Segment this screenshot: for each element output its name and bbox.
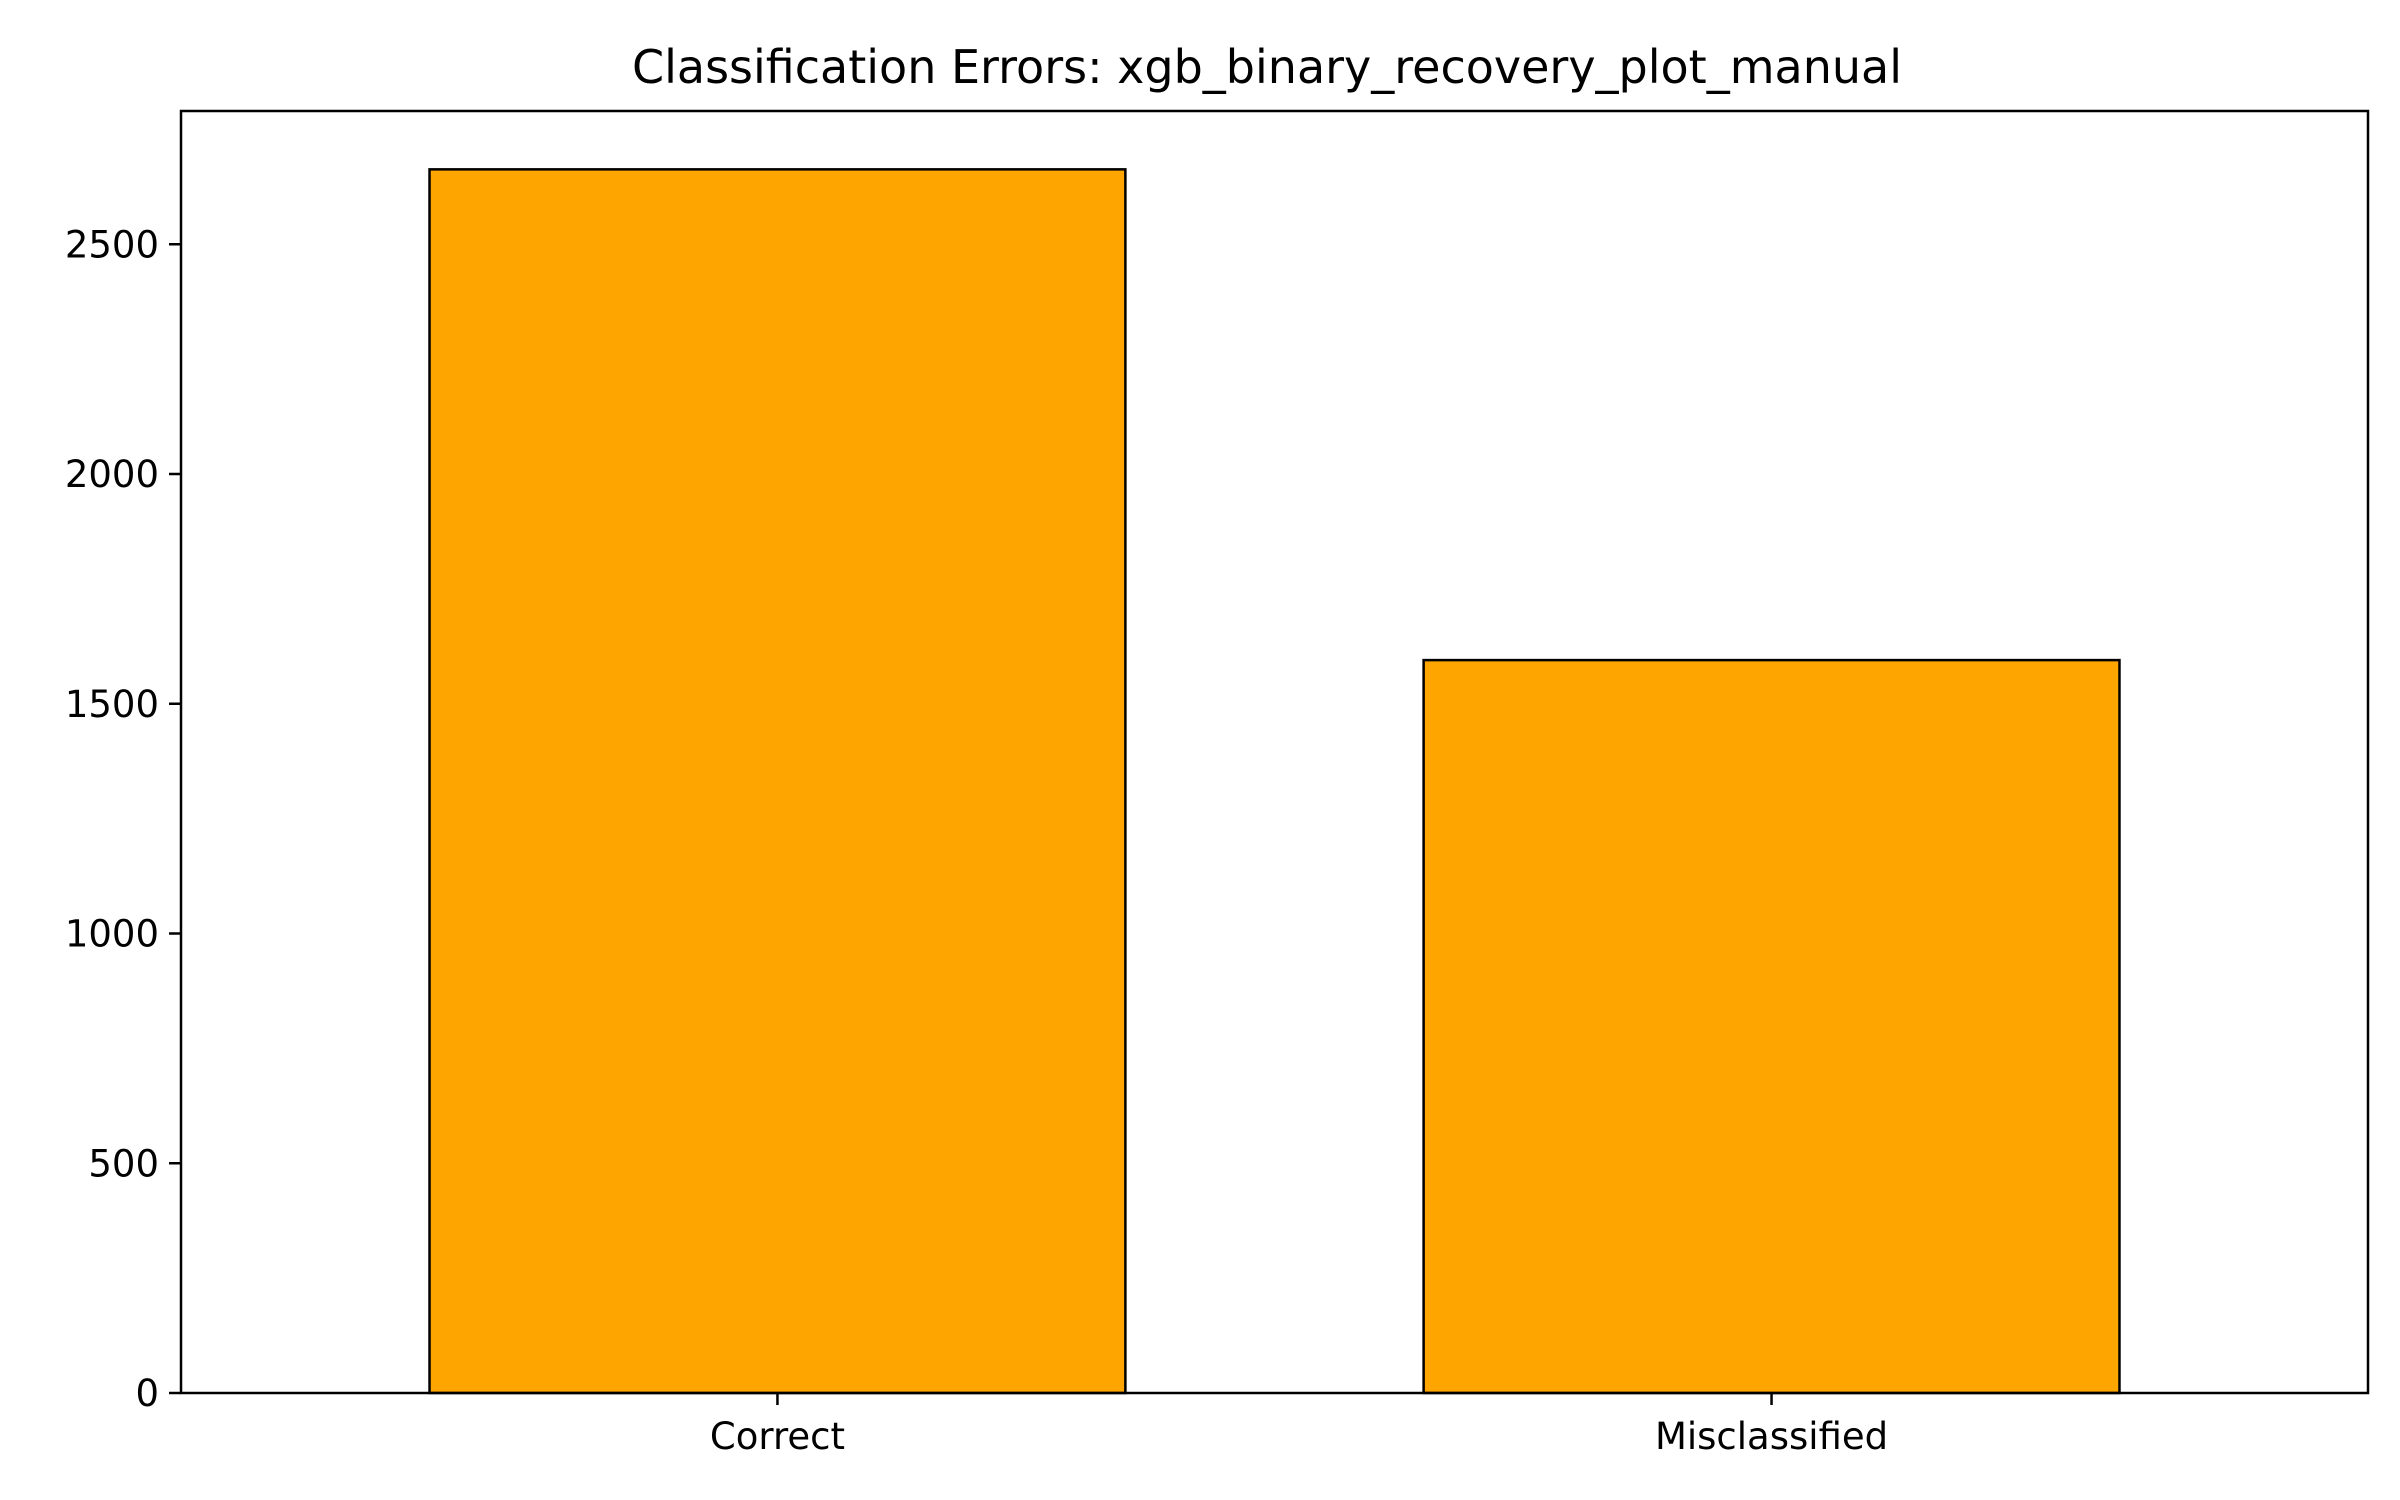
y-tick-label: 0 <box>135 1372 159 1415</box>
y-tick-label: 500 <box>88 1142 159 1185</box>
y-axis: 0 500 1000 1500 2000 2500 <box>65 223 181 1415</box>
x-tick-label-misclassified: Misclassified <box>1655 1415 1888 1458</box>
y-tick-label: 1500 <box>65 683 159 726</box>
bar-correct <box>428 168 1127 1395</box>
y-tick-label: 2000 <box>65 453 159 496</box>
x-tick-label-correct: Correct <box>710 1415 845 1458</box>
y-tick-label: 1000 <box>65 913 159 956</box>
bar-misclassified <box>1422 658 2121 1395</box>
chart-title: Classification Errors: xgb_binary_recove… <box>632 40 1902 94</box>
x-axis: Correct Misclassified <box>710 1393 1888 1458</box>
bars-layer <box>428 168 2121 1395</box>
plot-frame <box>179 109 2370 1395</box>
y-tick-label: 2500 <box>65 223 159 266</box>
